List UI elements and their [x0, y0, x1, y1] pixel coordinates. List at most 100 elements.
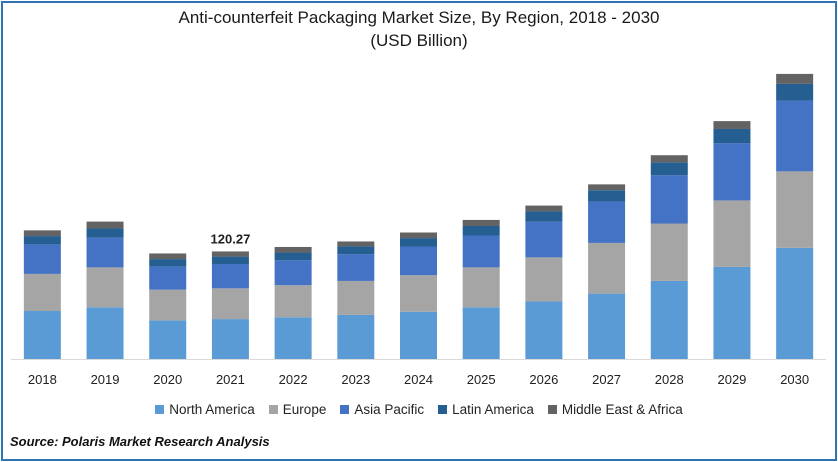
- legend-swatch: [268, 405, 278, 414]
- bar-north-america-2025: [462, 307, 500, 359]
- bar-middle-east-africa-2018: [23, 230, 61, 237]
- chart-legend: North America Europe Asia Pacific Latin Ame…: [0, 402, 838, 417]
- bar-europe-2026: [525, 257, 563, 302]
- bar-north-america-2028: [650, 280, 688, 359]
- bar-europe-2027: [588, 242, 626, 294]
- bar-latin-america-2030: [776, 83, 814, 101]
- legend-label: Latin America: [452, 402, 534, 417]
- bar-middle-east-africa-2019: [86, 221, 124, 229]
- bar-middle-east-africa-2029: [713, 121, 751, 129]
- bar-asia-pacific-2025: [462, 235, 500, 268]
- chart-title-block: Anti-counterfeit Packaging Market Size, …: [0, 6, 838, 52]
- bar-north-america-2027: [588, 293, 626, 359]
- bar-north-america-2026: [525, 301, 563, 359]
- x-tick-label: 2020: [153, 372, 182, 387]
- bar-middle-east-africa-2021: [211, 251, 249, 257]
- x-tick-label: 2027: [592, 372, 621, 387]
- bar-asia-pacific-2022: [274, 260, 312, 286]
- bar-asia-pacific-2026: [525, 221, 563, 258]
- x-tick-label: 2024: [404, 372, 433, 387]
- bar-north-america-2018: [23, 311, 61, 359]
- bar-europe-2030: [776, 171, 814, 248]
- legend-label: Asia Pacific: [354, 402, 425, 417]
- legend-item: Asia Pacific: [340, 402, 424, 417]
- x-tick-label: 2023: [341, 372, 370, 387]
- bar-north-america-2030: [776, 247, 814, 359]
- source-note: Source: Polaris Market Research Analysis: [10, 434, 270, 449]
- legend-swatch: [155, 405, 165, 414]
- bar-middle-east-africa-2028: [650, 155, 688, 163]
- bar-asia-pacific-2027: [588, 201, 626, 243]
- bar-latin-america-2019: [86, 228, 124, 238]
- bar-middle-east-africa-2020: [149, 253, 187, 260]
- bar-asia-pacific-2021: [211, 264, 249, 289]
- bar-north-america-2024: [400, 311, 437, 359]
- bar-latin-america-2026: [525, 211, 563, 222]
- bar-middle-east-africa-2030: [776, 73, 814, 84]
- bar-asia-pacific-2029: [713, 143, 751, 201]
- bar-north-america-2021: [211, 319, 249, 359]
- bar-europe-2028: [650, 223, 688, 281]
- x-tick-label: 2029: [717, 372, 746, 387]
- bar-asia-pacific-2028: [650, 175, 688, 224]
- bar-north-america-2020: [149, 320, 187, 359]
- x-tick-label: 2018: [28, 372, 57, 387]
- bar-middle-east-africa-2022: [274, 246, 312, 253]
- legend-label: Middle East & Africa: [561, 402, 683, 417]
- bar-north-america-2019: [86, 307, 124, 359]
- legend-swatch: [340, 405, 350, 414]
- bar-latin-america-2025: [462, 225, 500, 236]
- x-tick-label: 2021: [216, 372, 245, 387]
- bar-asia-pacific-2020: [149, 266, 187, 290]
- bar-europe-2018: [23, 273, 61, 311]
- bar-latin-america-2023: [337, 246, 375, 255]
- x-tick-label: 2019: [91, 372, 120, 387]
- bar-north-america-2022: [274, 317, 312, 359]
- bar-europe-2025: [462, 267, 500, 308]
- legend-label: North America: [169, 402, 255, 417]
- legend-swatch: [438, 405, 448, 414]
- bar-latin-america-2022: [274, 252, 312, 261]
- bar-middle-east-africa-2023: [337, 241, 375, 247]
- data-label: 120.27: [211, 231, 251, 246]
- bar-europe-2020: [149, 289, 187, 321]
- bar-asia-pacific-2023: [337, 254, 375, 281]
- x-tick-label: 2028: [655, 372, 684, 387]
- bar-latin-america-2021: [211, 256, 249, 264]
- bar-europe-2029: [713, 200, 751, 267]
- x-tick-label: 2026: [529, 372, 558, 387]
- chart-title: Anti-counterfeit Packaging Market Size, …: [178, 8, 660, 27]
- bar-asia-pacific-2019: [86, 237, 124, 268]
- bar-north-america-2029: [713, 266, 751, 359]
- legend-label: Europe: [282, 402, 327, 417]
- x-tick-label: 2030: [780, 372, 809, 387]
- bar-asia-pacific-2018: [23, 244, 61, 274]
- bar-europe-2024: [400, 275, 437, 312]
- legend-item: Latin America: [438, 402, 534, 417]
- bar-north-america-2023: [337, 314, 375, 359]
- bar-asia-pacific-2030: [776, 100, 814, 172]
- bar-middle-east-africa-2026: [525, 205, 563, 212]
- bar-europe-2021: [211, 288, 249, 320]
- x-tick-label: 2025: [467, 372, 496, 387]
- legend-swatch: [547, 405, 557, 414]
- legend-item: North America: [155, 402, 255, 417]
- bar-latin-america-2018: [23, 236, 61, 245]
- bar-europe-2023: [337, 280, 375, 315]
- bar-europe-2019: [86, 267, 124, 308]
- legend-item: Middle East & Africa: [547, 402, 683, 417]
- bar-latin-america-2028: [650, 162, 688, 176]
- legend-item: Europe: [268, 402, 327, 417]
- chart-subtitle: (USD Billion): [370, 31, 468, 50]
- bar-middle-east-africa-2025: [462, 219, 500, 226]
- bar-europe-2022: [274, 285, 312, 318]
- bar-latin-america-2020: [149, 259, 187, 267]
- bar-middle-east-africa-2027: [588, 184, 626, 191]
- bar-middle-east-africa-2024: [400, 232, 437, 239]
- bar-latin-america-2029: [713, 128, 751, 144]
- bar-asia-pacific-2024: [400, 246, 437, 276]
- bar-latin-america-2024: [400, 238, 437, 247]
- bar-latin-america-2027: [588, 190, 626, 202]
